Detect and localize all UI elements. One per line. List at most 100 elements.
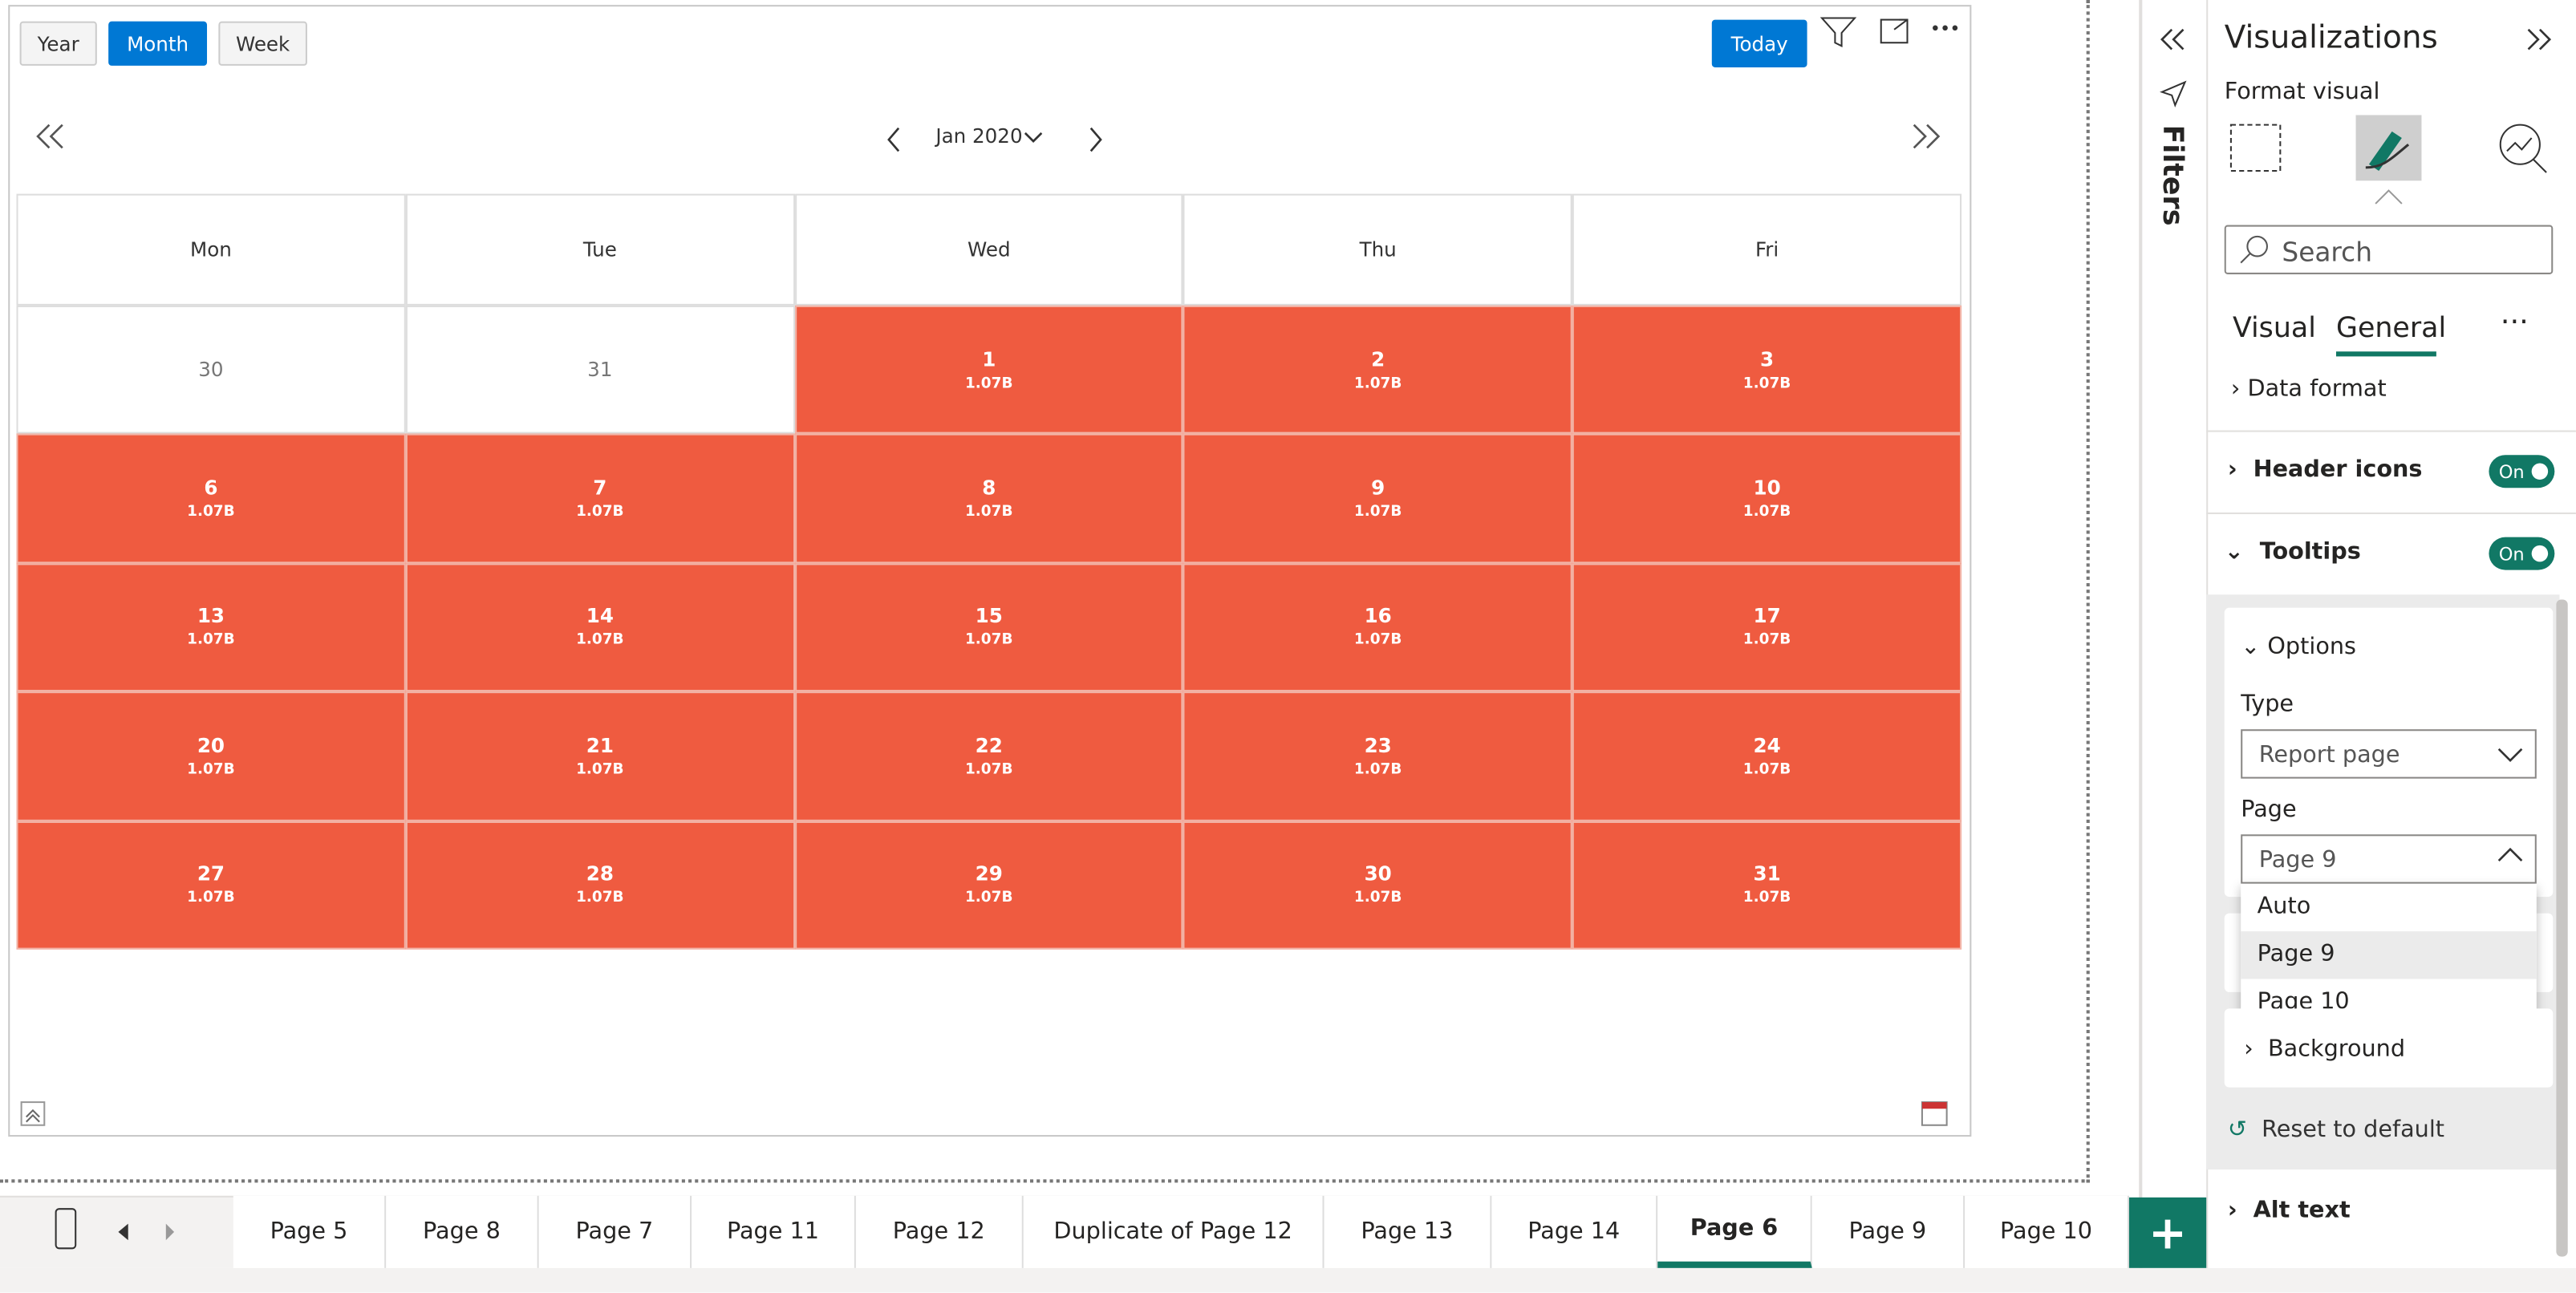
day-cell[interactable]: 27 1.07B [16, 821, 406, 950]
day-number: 8 [982, 476, 996, 500]
day-cell[interactable]: 1 1.07B [794, 305, 1184, 435]
nav-arrows[interactable] [33, 115, 1955, 164]
day-cell[interactable]: 10 1.07B [1572, 434, 1962, 563]
status-bar [0, 1267, 2576, 1293]
view-button[interactable]: Year [19, 21, 97, 66]
day-cell[interactable]: 2 1.07B [1183, 305, 1573, 435]
type-select[interactable]: Report page [2241, 729, 2537, 779]
page-tab[interactable]: Page 12 [855, 1195, 1024, 1268]
day-value: 1.07B [964, 633, 1013, 650]
day-number: 31 [587, 358, 613, 382]
day-cell[interactable]: 7 1.07B [405, 434, 795, 563]
day-number: 9 [1371, 476, 1385, 500]
tab-general[interactable]: General [2335, 312, 2447, 346]
view-button[interactable]: Month [108, 21, 208, 66]
day-number: 27 [197, 862, 225, 886]
tab-underline [2335, 351, 2436, 357]
day-value: 1.07B [576, 890, 624, 907]
day-cell[interactable]: 3 1.07B [1572, 305, 1962, 435]
weekday-header: Fri [1572, 193, 1962, 306]
day-cell[interactable]: 6 1.07B [16, 434, 406, 563]
day-number: 30 [1364, 862, 1392, 886]
collapse-icon[interactable] [2523, 23, 2556, 56]
separator [2206, 512, 2576, 514]
add-page[interactable]: + [2128, 1197, 2207, 1268]
search-box[interactable]: Search [2224, 225, 2554, 274]
day-cell[interactable]: 30 [16, 305, 406, 435]
day-cell[interactable]: 9 1.07B [1183, 434, 1573, 563]
tab-nav[interactable] [46, 1206, 229, 1262]
day-value: 1.07B [964, 504, 1013, 521]
weekday-header: Thu [1183, 193, 1573, 306]
day-number: 7 [593, 476, 607, 500]
report-canvas [0, 0, 2090, 1183]
divider [2139, 0, 2143, 1293]
day-value: 1.07B [576, 761, 624, 779]
page-tab[interactable]: Page 9 [1811, 1195, 1965, 1268]
day-cell[interactable]: 29 1.07B [794, 821, 1184, 950]
filters-label[interactable]: Filters [2155, 124, 2189, 226]
header-icons-toggle[interactable]: On [2489, 455, 2555, 488]
alt-text-label: Alt text [2253, 1197, 2351, 1224]
day-cell[interactable]: 20 1.07B [16, 691, 406, 821]
more-menu[interactable]: ··· [2500, 305, 2529, 340]
day-value: 1.07B [187, 890, 235, 907]
dropdown-option[interactable]: Auto [2257, 894, 2311, 920]
page-tab[interactable]: Page 6 [1657, 1195, 1812, 1268]
page-tab[interactable]: Duplicate of Page 12 [1023, 1195, 1325, 1268]
day-cell[interactable]: 14 1.07B [405, 562, 795, 692]
visual-frame [8, 5, 1972, 1137]
day-value: 1.07B [187, 761, 235, 779]
day-value: 1.07B [1353, 633, 1402, 650]
day-cell[interactable]: 31 [405, 305, 795, 435]
day-cell[interactable]: 28 1.07B [405, 821, 795, 950]
data-format[interactable]: › Data format [2230, 375, 2387, 403]
today-button[interactable]: Today [1711, 19, 1807, 67]
day-value: 1.07B [964, 761, 1013, 779]
header-icons-section[interactable]: › Header icons [2227, 456, 2423, 484]
dropdown-option[interactable]: Page 9 [2241, 931, 2537, 979]
page-label: Page [2241, 796, 2297, 823]
page-tab[interactable]: Page 8 [386, 1195, 539, 1268]
reset-button[interactable]: ↺ Reset to default [2227, 1117, 2445, 1144]
page-tab[interactable]: Page 11 [692, 1195, 856, 1268]
day-cell[interactable]: 21 1.07B [405, 691, 795, 821]
select-chevrons [2497, 748, 2523, 861]
page-tab[interactable]: Page 10 [1965, 1195, 2129, 1268]
tooltips-section[interactable]: ⌄ Tooltips [2224, 538, 2361, 565]
page-select[interactable]: Page 9 [2241, 834, 2537, 884]
day-cell[interactable]: 17 1.07B [1572, 562, 1962, 692]
day-cell[interactable]: 24 1.07B [1572, 691, 1962, 821]
format-icons[interactable] [2225, 115, 2554, 207]
page-tab[interactable]: Page 5 [233, 1195, 387, 1268]
alt-text-section[interactable]: › Alt text [2227, 1197, 2351, 1224]
day-cell[interactable]: 8 1.07B [794, 434, 1184, 563]
day-value: 1.07B [1353, 890, 1402, 907]
day-value: 1.07B [1742, 633, 1791, 650]
day-cell[interactable]: 13 1.07B [16, 562, 406, 692]
filters-icons[interactable] [2156, 20, 2195, 119]
period-label[interactable]: Jan 2020 [935, 124, 1023, 148]
tooltips-toggle[interactable]: On [2489, 537, 2555, 570]
options-header[interactable]: ⌄ Options [2241, 634, 2356, 661]
day-cell[interactable]: 15 1.07B [794, 562, 1184, 692]
day-cell[interactable]: 30 1.07B [1183, 821, 1573, 950]
view-button[interactable]: Week [218, 21, 307, 66]
day-number: 24 [1753, 734, 1781, 757]
options-card [2224, 607, 2554, 898]
day-cell[interactable]: 16 1.07B [1183, 562, 1573, 692]
day-cell[interactable]: 22 1.07B [794, 691, 1184, 821]
day-cell[interactable]: 31 1.07B [1572, 821, 1962, 950]
day-value: 1.07B [1353, 504, 1402, 521]
day-number: 29 [975, 862, 1003, 886]
tab-visual[interactable]: Visual [2232, 312, 2316, 346]
page-tab[interactable]: Page 13 [1324, 1195, 1492, 1268]
day-number: 6 [204, 476, 218, 500]
page-tab[interactable]: Page 14 [1491, 1195, 1658, 1268]
page-tab[interactable]: Page 7 [538, 1195, 692, 1268]
day-value: 1.07B [187, 633, 235, 650]
day-cell[interactable]: 23 1.07B [1183, 691, 1573, 821]
background-section[interactable]: › Background [2244, 1036, 2406, 1063]
